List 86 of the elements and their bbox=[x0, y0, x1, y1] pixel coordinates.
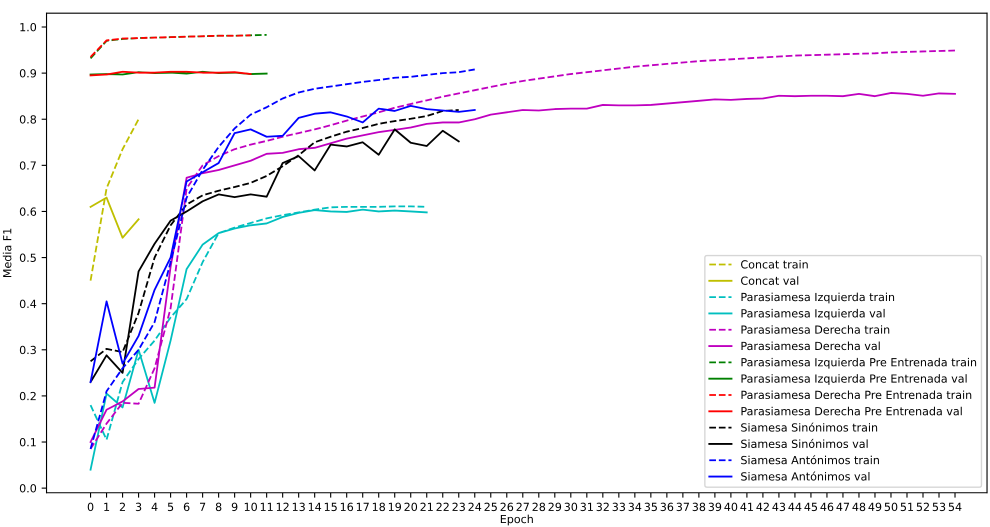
y-tick-label: 1.0 bbox=[20, 22, 36, 32]
x-tick-label: 47 bbox=[836, 502, 850, 511]
y-tick-label: 0.8 bbox=[20, 115, 36, 124]
x-tick-label: 38 bbox=[692, 502, 706, 512]
x-tick-label: 33 bbox=[612, 502, 626, 512]
legend-label: Parasiamesa Derecha val bbox=[741, 342, 880, 350]
x-tick-label: 21 bbox=[420, 502, 433, 511]
x-tick-label: 30 bbox=[564, 502, 578, 512]
x-tick-label: 5 bbox=[168, 502, 174, 512]
x-tick-label: 24 bbox=[468, 502, 482, 511]
legend-label: Siamesa Sinónimos train bbox=[741, 422, 878, 432]
x-tick-label: 0 bbox=[88, 502, 94, 512]
x-tick-label: 34 bbox=[628, 502, 642, 512]
y-tick-label: 0.0 bbox=[20, 484, 36, 493]
x-tick-label: 51 bbox=[900, 502, 914, 512]
x-tick-label: 44 bbox=[788, 502, 802, 511]
x-tick-label: 16 bbox=[340, 502, 354, 512]
y-axis-title: Media F1 bbox=[2, 228, 12, 278]
y-tick-label: 0.3 bbox=[20, 346, 36, 354]
x-axis-title: Epoch bbox=[500, 514, 533, 526]
y-tick-label: 0.4 bbox=[20, 300, 36, 308]
x-tick-label: 23 bbox=[452, 502, 465, 512]
legend-label: Concat train bbox=[741, 260, 808, 269]
y-tick-label: 0.7 bbox=[20, 161, 36, 170]
x-tick-label: 12 bbox=[276, 502, 289, 511]
x-tick-label: 37 bbox=[676, 502, 689, 512]
x-tick-label: 15 bbox=[324, 502, 337, 512]
y-tick-label: 0.6 bbox=[20, 207, 36, 216]
y-tick-label: 0.1 bbox=[20, 438, 36, 446]
legend-label: Parasiamesa Derecha train bbox=[741, 325, 890, 334]
x-tick-label: 53 bbox=[932, 502, 946, 512]
x-tick-label: 49 bbox=[868, 502, 882, 512]
x-tick-label: 39 bbox=[708, 502, 722, 512]
legend-label: Parasiamesa Derecha Pre Entrenada train bbox=[741, 390, 972, 400]
x-tick-label: 26 bbox=[500, 502, 514, 512]
x-tick-label: 54 bbox=[948, 502, 962, 512]
x-tick-label: 31 bbox=[580, 502, 593, 512]
legend-label: Parasiamesa Izquierda Pre Entrenada train bbox=[741, 358, 976, 369]
x-tick-label: 28 bbox=[532, 502, 546, 512]
legend-label: Parasiamesa Izquierda val bbox=[741, 308, 885, 320]
x-tick-label: 20 bbox=[404, 502, 418, 512]
x-tick-label: 25 bbox=[484, 502, 497, 512]
line-series bbox=[90, 34, 252, 58]
line-series bbox=[90, 68, 476, 450]
x-tick-label: 13 bbox=[292, 502, 305, 512]
y-tick-label: 0.9 bbox=[20, 69, 36, 78]
x-tick-label: 4 bbox=[152, 502, 158, 511]
x-tick-label: 29 bbox=[548, 502, 562, 512]
x-tick-label: 35 bbox=[644, 502, 657, 512]
x-tick-label: 50 bbox=[884, 502, 898, 512]
x-tick-label: 6 bbox=[184, 502, 190, 512]
y-tick-label: 0.5 bbox=[20, 254, 36, 262]
x-tick-label: 9 bbox=[232, 502, 238, 512]
x-tick-label: 46 bbox=[820, 502, 834, 512]
x-tick-label: 48 bbox=[852, 502, 866, 512]
x-tick-label: 41 bbox=[740, 502, 753, 511]
x-tick-label: 19 bbox=[388, 502, 402, 512]
legend-label: Siamesa Antónimos train bbox=[741, 455, 879, 464]
legend-label: Siamesa Antónimos val bbox=[741, 472, 870, 481]
legend-label: Parasiamesa Izquierda train bbox=[741, 292, 894, 304]
x-tick-label: 27 bbox=[516, 502, 529, 511]
x-tick-label: 8 bbox=[216, 502, 222, 512]
x-tick-label: 52 bbox=[916, 502, 929, 512]
legend-label: Siamesa Sinónimos val bbox=[741, 438, 868, 448]
x-tick-label: 14 bbox=[308, 502, 322, 511]
x-tick-label: 40 bbox=[724, 502, 738, 512]
line-series bbox=[90, 118, 140, 282]
legend-label: Parasiamesa Izquierda Pre Entrenada val bbox=[741, 374, 967, 385]
x-tick-label: 7 bbox=[200, 502, 206, 511]
legend-label: Parasiamesa Derecha Pre Entrenada val bbox=[741, 406, 962, 416]
line-series bbox=[90, 34, 268, 60]
x-tick-label: 42 bbox=[756, 502, 769, 511]
x-tick-label: 17 bbox=[356, 502, 369, 511]
x-tick-label: 3 bbox=[136, 502, 142, 512]
x-tick-label: 18 bbox=[372, 502, 386, 512]
legend-label: Concat val bbox=[741, 276, 798, 285]
x-tick-label: 32 bbox=[596, 502, 609, 512]
x-tick-label: 36 bbox=[660, 502, 674, 512]
x-tick-label: 1 bbox=[104, 502, 110, 511]
y-tick-label: 0.2 bbox=[20, 392, 36, 400]
x-tick-label: 11 bbox=[260, 502, 273, 511]
x-tick-label: 45 bbox=[804, 502, 818, 512]
x-tick-label: 22 bbox=[436, 502, 449, 511]
x-tick-label: 10 bbox=[244, 502, 257, 512]
x-tick-label: 43 bbox=[772, 502, 786, 512]
x-tick-label: 2 bbox=[120, 502, 125, 511]
